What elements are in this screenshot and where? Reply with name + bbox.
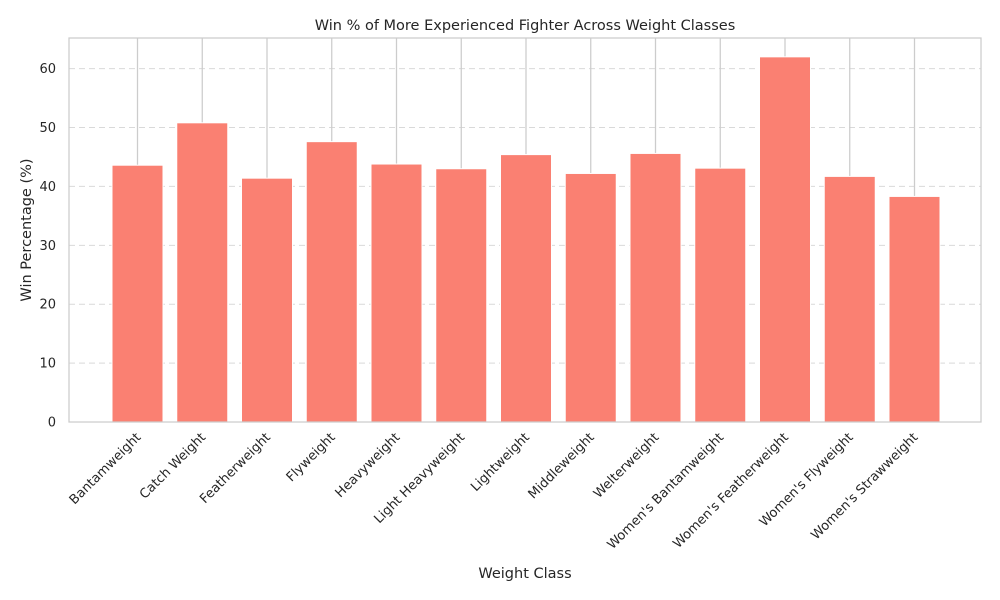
x-tick-label: Bantamweight — [67, 430, 145, 508]
bar — [176, 122, 229, 423]
bar — [241, 177, 293, 423]
y-tick-label: 60 — [39, 62, 56, 77]
y-tick-label: 40 — [39, 180, 56, 195]
x-tick-label: Flyweight — [284, 430, 339, 485]
x-tick-label: Lightweight — [468, 430, 533, 495]
x-tick-label: Women's Bantamweight — [605, 430, 727, 552]
bar — [370, 163, 423, 423]
y-tick-label: 10 — [39, 357, 56, 372]
y-tick-label: 0 — [48, 416, 56, 431]
plot-frame — [68, 37, 982, 423]
x-tick-label: Welterweight — [591, 430, 662, 501]
y-tick-label: 20 — [39, 298, 56, 313]
x-tick-label: Women's Featherweight — [670, 430, 791, 551]
x-tick-label: Catch Weight — [137, 430, 209, 502]
bar — [305, 141, 358, 423]
bar — [694, 167, 747, 423]
x-tick-label: Middleweight — [526, 430, 598, 502]
bar-layer — [111, 56, 941, 423]
bar — [888, 195, 941, 423]
x-tick-label: Women's Strawweight — [809, 430, 922, 543]
x-tick-label: Featherweight — [197, 430, 274, 507]
x-axis-label: Weight Class — [478, 566, 571, 582]
y-axis-label: Win Percentage (%) — [19, 158, 35, 301]
y-tick-label: 50 — [39, 121, 56, 136]
bar — [759, 56, 811, 423]
bar — [564, 172, 617, 423]
bar — [111, 164, 164, 423]
y-tick-labels: 0 10 20 30 40 50 60 — [39, 62, 56, 430]
bar — [435, 168, 488, 423]
bar — [500, 154, 552, 423]
bar — [823, 175, 876, 423]
bar — [629, 152, 682, 423]
x-tick-label: Heavyweight — [333, 430, 404, 501]
y-tick-label: 30 — [39, 239, 56, 254]
chart-title: Win % of More Experienced Fighter Across… — [315, 18, 736, 34]
